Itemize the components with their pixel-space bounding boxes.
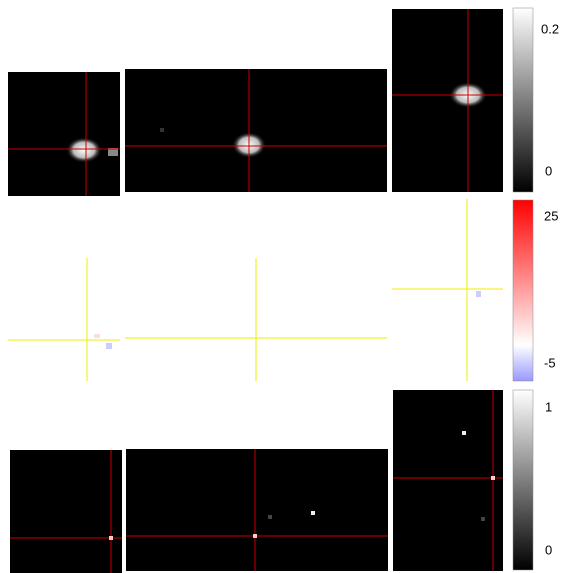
blob xyxy=(94,334,100,338)
slice-panel xyxy=(392,9,503,192)
blob xyxy=(66,137,102,163)
colorbar-tick-label: 25 xyxy=(544,208,558,223)
colorbar-tick-label: -5 xyxy=(544,355,556,370)
blob xyxy=(311,511,315,515)
blob xyxy=(109,536,113,540)
slice-panel xyxy=(125,69,387,192)
colorbar-tick-label: 1 xyxy=(545,399,552,414)
row-1: 0.2 0 xyxy=(8,8,559,196)
blob xyxy=(491,476,495,480)
blob xyxy=(106,343,112,349)
blob xyxy=(268,515,272,519)
colorbar-tick-label: 0.2 xyxy=(541,21,559,36)
blob xyxy=(481,517,485,521)
row-2: 25 -5 xyxy=(8,199,558,381)
blob xyxy=(462,431,466,435)
slice-panel xyxy=(126,449,388,571)
colorbar xyxy=(513,200,533,381)
page: {"rows": [ {"colorbar": {"ticks": ["0.2"… xyxy=(0,0,567,573)
blob xyxy=(160,128,164,132)
colorbar xyxy=(513,8,533,192)
colorbar-tick-label: 0 xyxy=(545,542,552,557)
slice-panel xyxy=(10,450,122,573)
blob xyxy=(476,291,481,297)
colorbar-tick-label: 0 xyxy=(545,163,552,178)
blob xyxy=(253,534,257,538)
slice-panel xyxy=(8,72,120,196)
row-3: 1 0 xyxy=(10,390,552,573)
slice-panel xyxy=(393,390,503,571)
slice-viewer: 0.2 0 25 -5 1 0 xyxy=(0,0,567,573)
colorbar xyxy=(513,390,533,570)
